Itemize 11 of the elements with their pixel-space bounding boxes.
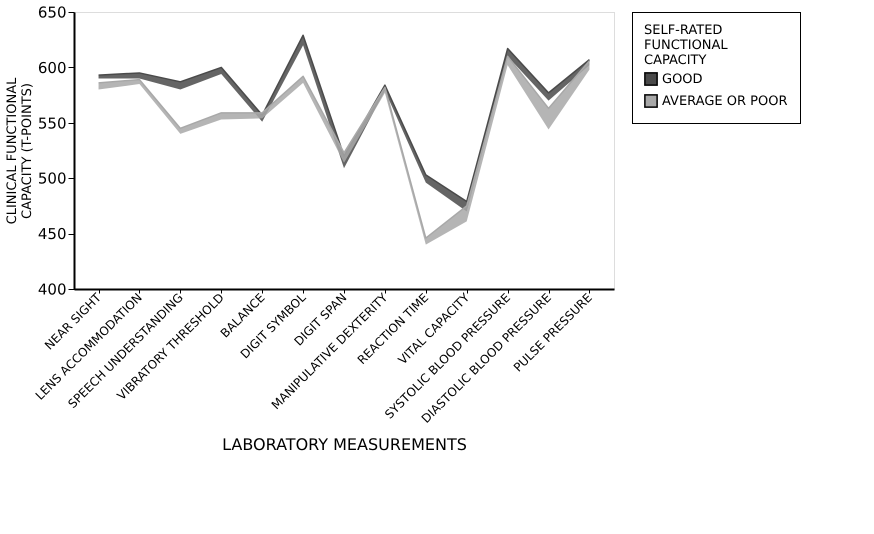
legend-title: SELF-RATED FUNCTIONAL CAPACITY	[644, 23, 728, 68]
y-tick-label: 400	[38, 280, 66, 298]
legend-label: GOOD	[662, 72, 703, 87]
y-tick-label: 600	[38, 58, 66, 77]
y-axis-title: CLINICAL FUNCTIONAL CAPACITY (T-POINTS)	[4, 76, 35, 224]
y-tick-label: 450	[38, 225, 66, 244]
y-tick-label: 550	[38, 114, 66, 132]
y-tick-label: 500	[38, 170, 66, 188]
x-axis-title: LABORATORY MEASUREMENTS	[222, 435, 467, 454]
y-tick-label: 650	[38, 4, 66, 22]
legend-label: AVERAGE OR POOR	[662, 94, 788, 109]
